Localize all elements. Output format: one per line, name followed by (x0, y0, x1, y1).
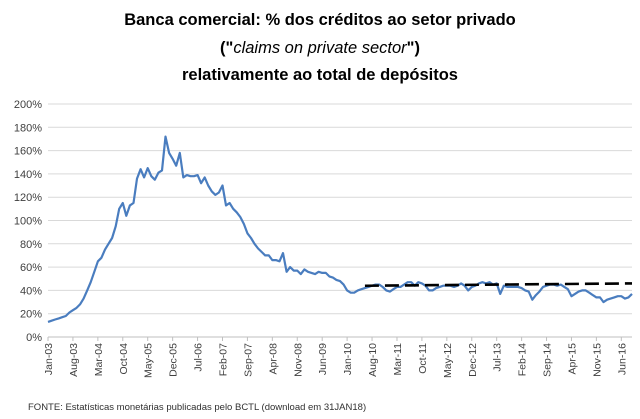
x-tick-label: Sep-07 (242, 343, 254, 377)
x-tick-label: Feb-14 (517, 343, 529, 376)
x-tick-label: Mar-04 (93, 343, 105, 376)
y-tick-label: 140% (14, 169, 42, 181)
reference-dashed-line (364, 282, 633, 288)
y-tick-label: 160% (14, 146, 42, 158)
x-tick-label: Dec-12 (467, 343, 479, 377)
x-tick-label: Jan-10 (342, 343, 354, 375)
x-tick-label: Aug-03 (68, 343, 80, 377)
source-note: FONTE: Estatísticas monetárias publicada… (28, 402, 366, 413)
x-tick-label: Dec-05 (168, 343, 180, 377)
x-tick-label: Jul-06 (193, 343, 205, 372)
chart-title-line-2-close: ") (407, 39, 420, 57)
x-tick-label: Jun-09 (317, 343, 329, 375)
x-tick-label: Feb-07 (217, 343, 229, 376)
x-tick-label: Jun-16 (616, 343, 628, 375)
y-tick-label: 120% (14, 192, 42, 204)
chart-title-line-2-open: (" (220, 39, 233, 57)
y-tick-label: 0% (26, 332, 42, 344)
x-tick-label: Apr-08 (267, 343, 279, 375)
x-tick-label: Jan-03 (43, 343, 55, 375)
y-tick-label: 80% (20, 239, 42, 251)
chart-title-line-2-italic: claims on private sector (233, 39, 408, 57)
x-tick-label: Oct-04 (118, 343, 130, 375)
x-tick-label: Nov-08 (292, 343, 304, 377)
chart-title-line-3: relativamente ao total de depósitos (182, 66, 458, 84)
y-tick-label: 20% (20, 309, 42, 321)
chart-title-line-1: Banca comercial: % dos créditos ao setor… (124, 11, 516, 29)
y-tick-label: 100% (14, 216, 42, 228)
y-tick-label: 180% (14, 122, 42, 134)
y-tick-label: 200% (14, 99, 42, 111)
y-axis-ticks: 0% 20% 40% 60% 80% 100% 120% 140% 160% 180% 200% (14, 99, 42, 344)
chart-title-line-2: ("claims on private sector") (220, 39, 420, 57)
x-tick-label: Oct-11 (417, 343, 429, 374)
x-tick-label: Jul-13 (492, 343, 504, 372)
series-group (47, 135, 633, 323)
x-tick-label: Apr-15 (566, 343, 578, 375)
x-tick-label: Sep-14 (542, 343, 554, 377)
series-line-credit-deposit-ratio (47, 135, 633, 323)
x-tick-label: May-05 (143, 343, 155, 378)
x-tick-label: Aug-10 (367, 343, 379, 377)
x-axis-ticks: Jan-03 Aug-03 Mar-04 Oct-04 May-05 Dec-05 Jul-… (43, 337, 628, 378)
x-tick-label: Nov-15 (591, 343, 603, 377)
y-tick-label: 40% (20, 285, 42, 297)
x-tick-label: May-12 (442, 343, 454, 378)
x-tick-label: Mar-11 (392, 343, 404, 376)
y-tick-label: 60% (20, 262, 42, 274)
